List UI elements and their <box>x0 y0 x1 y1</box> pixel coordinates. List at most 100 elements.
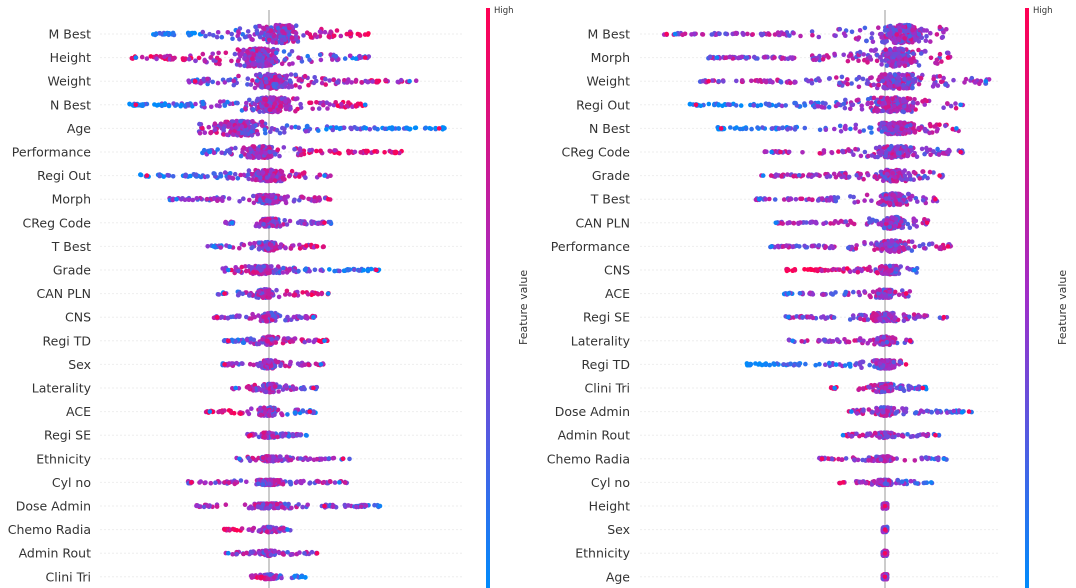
shap-dot <box>234 125 239 130</box>
shap-dot <box>166 103 172 109</box>
shap-dot <box>235 130 241 136</box>
shap-tail-dot <box>222 527 227 532</box>
shap-dot <box>350 104 355 109</box>
shap-dot <box>262 434 268 440</box>
shap-tail-dot <box>211 244 216 249</box>
shap-dot <box>256 246 262 251</box>
shap-dot <box>361 267 367 273</box>
shap-dot <box>258 73 263 79</box>
shap-dot <box>246 385 252 391</box>
shap-dot <box>293 171 299 177</box>
shap-dot <box>254 78 260 83</box>
shap-dot <box>244 479 249 485</box>
shap-dot <box>269 126 275 131</box>
feature-label: Regi Out <box>37 168 91 183</box>
shap-dot <box>281 145 287 150</box>
shap-dot <box>257 240 262 245</box>
shap-dot <box>306 196 311 202</box>
shap-dot <box>398 77 404 83</box>
shap-dot <box>225 99 230 105</box>
shap-dot <box>879 35 884 40</box>
shap-dot <box>924 33 929 39</box>
shap-tail-dot <box>248 432 253 438</box>
shap-tail-dot <box>322 220 327 226</box>
shap-dot <box>312 32 318 37</box>
shap-dot <box>717 31 722 37</box>
shap-dot <box>251 193 256 199</box>
shap-dot <box>241 242 247 248</box>
shap-dot <box>353 104 359 109</box>
shap-dot <box>283 384 289 389</box>
shap-dot <box>300 408 306 413</box>
shap-dot <box>327 267 332 272</box>
shap-dot <box>238 478 244 483</box>
shap-dot <box>225 316 231 321</box>
shap-dot <box>752 54 757 60</box>
shap-tail-dot <box>229 220 235 226</box>
shap-dot <box>231 410 237 416</box>
shap-dot <box>162 54 167 60</box>
shap-dot <box>331 33 337 39</box>
shap-dot <box>267 107 273 113</box>
shap-dot <box>202 59 208 64</box>
shap-dot <box>265 505 271 511</box>
shap-dot <box>243 130 248 136</box>
shap-dot <box>287 78 293 83</box>
shap-dot <box>227 244 233 249</box>
shap-dot <box>331 77 337 83</box>
shap-dot <box>359 80 364 85</box>
shap-dot <box>365 267 371 273</box>
shap-dot <box>246 527 251 532</box>
shap-dot <box>235 58 241 64</box>
shap-dot <box>250 177 255 182</box>
shap-dot <box>236 268 241 274</box>
shap-dot <box>832 51 837 57</box>
shap-dot <box>278 195 284 201</box>
shap-dot <box>208 480 214 486</box>
feature-label: Age <box>67 121 91 136</box>
shap-dot <box>187 32 192 38</box>
shap-dot <box>332 480 338 485</box>
shap-dot <box>238 172 243 178</box>
shap-dot <box>261 264 267 269</box>
shap-dot <box>916 32 922 37</box>
shap-tail-dot <box>436 126 442 131</box>
shap-dot <box>245 82 250 87</box>
shap-dot <box>272 412 277 418</box>
shap-dot <box>139 54 145 60</box>
shap-dot <box>267 198 272 204</box>
shap-dot <box>279 96 285 101</box>
shap-dot <box>277 130 283 136</box>
feature-label: Performance <box>12 145 92 160</box>
shap-tail-dot <box>237 456 242 462</box>
shap-dot <box>317 172 323 178</box>
shap-dot <box>203 33 208 39</box>
shap-dot <box>234 551 239 557</box>
shap-dot <box>255 504 261 509</box>
shap-dot <box>194 196 200 201</box>
shap-dot <box>288 106 293 112</box>
shap-dot <box>389 126 395 132</box>
shap-dot <box>907 34 912 39</box>
shap-dot <box>170 174 176 179</box>
shap-dot <box>277 153 282 159</box>
shap-dot <box>275 434 280 440</box>
shap-dot <box>358 150 364 155</box>
shap-dot <box>412 125 418 131</box>
shap-dot <box>198 80 203 86</box>
feature-label: Morph <box>52 192 91 207</box>
shap-dot <box>312 198 317 204</box>
shap-dot <box>307 268 312 274</box>
shap-dot <box>280 387 286 392</box>
shap-dot <box>267 481 272 487</box>
shap-dot <box>274 50 279 56</box>
shap-dot <box>326 219 332 225</box>
shap-dot <box>233 145 238 151</box>
shap-dot <box>288 481 294 487</box>
shap-dot <box>928 39 933 44</box>
shap-dot <box>248 549 254 555</box>
shap-dot <box>928 55 934 61</box>
shap-dot <box>256 155 262 160</box>
shap-dot <box>370 79 375 84</box>
shap-dot <box>283 200 289 206</box>
